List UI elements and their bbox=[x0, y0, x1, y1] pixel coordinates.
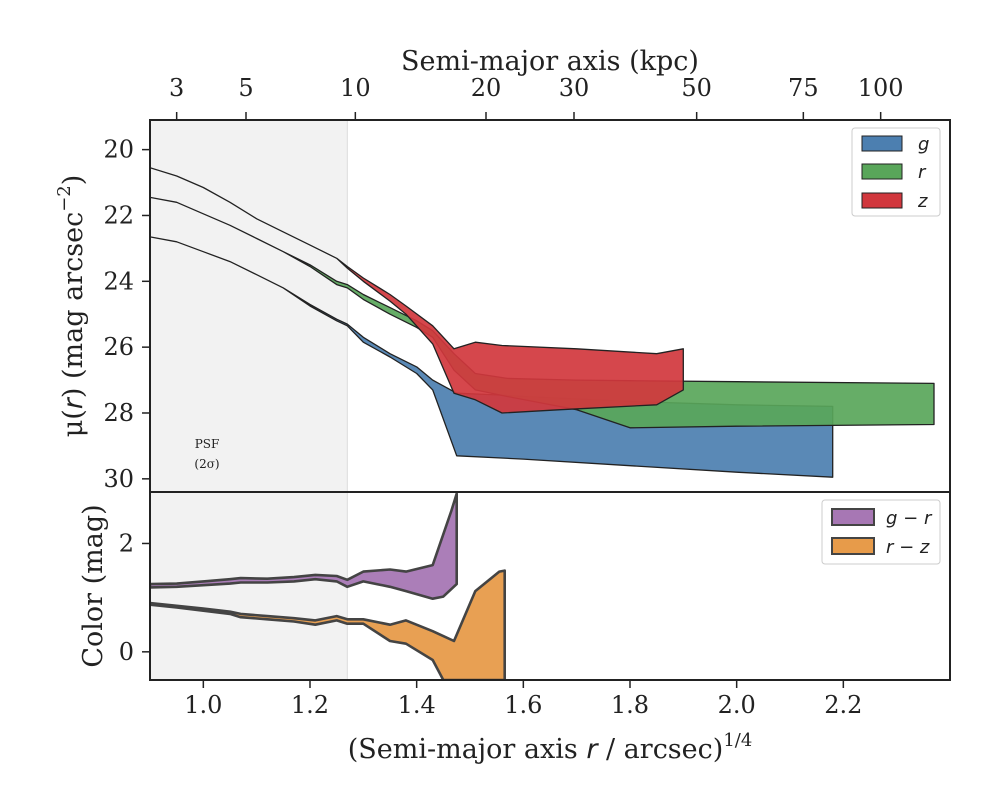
top-tick-label: 100 bbox=[858, 74, 904, 102]
legend-label-g: g bbox=[918, 134, 929, 155]
color-panel-frame bbox=[149, 491, 951, 681]
top-tick-label: 75 bbox=[788, 74, 819, 102]
top-tick-label: 10 bbox=[340, 74, 371, 102]
color-band-g-minus-r bbox=[150, 492, 458, 600]
top-tick-label: 20 bbox=[471, 74, 502, 102]
psf-sigma-label: (2σ) bbox=[194, 457, 219, 471]
profile-y-tick-label: 20 bbox=[103, 136, 134, 164]
profile-legend: g r z bbox=[851, 127, 941, 217]
profile-y-tick-label: 26 bbox=[103, 333, 134, 361]
color-y-tick-label: 2 bbox=[119, 529, 134, 557]
legend-swatch-g-minus-r bbox=[831, 508, 875, 526]
legend-swatch-r bbox=[861, 163, 903, 180]
legend-label-r-minus-z: r − z bbox=[886, 537, 930, 558]
x-tick-label: 1.8 bbox=[611, 691, 649, 719]
x-tick-label: 1.0 bbox=[184, 691, 222, 719]
color-y-tick-label: 0 bbox=[119, 638, 134, 666]
legend-swatch-g bbox=[861, 135, 903, 152]
psf-label: PSF bbox=[195, 437, 220, 451]
color-legend: g − r r − z bbox=[821, 499, 941, 565]
profile-y-tick-label: 28 bbox=[103, 399, 134, 427]
color-series-group bbox=[150, 492, 506, 680]
axis-ticks: 1.0 1.2 1.4 1.6 1.8 2.0 2.23 5 10 20 30 50 75 1002022… bbox=[103, 74, 903, 719]
x-tick-label: 1.4 bbox=[398, 691, 436, 719]
top-tick-label: 50 bbox=[681, 74, 712, 102]
legend-swatch-r-minus-z bbox=[831, 537, 875, 555]
profile-series-group bbox=[150, 167, 935, 478]
x-tick-label: 2.0 bbox=[718, 691, 756, 719]
legend-label-r: r bbox=[918, 162, 927, 183]
legend-label-g-minus-r: g − r bbox=[886, 508, 933, 529]
profile-y-tick-label: 24 bbox=[103, 267, 134, 295]
color-y-axis-title: Color (mag) bbox=[78, 504, 109, 667]
profile-y-axis-title: μ(r) (mag arcsec−2) bbox=[54, 175, 89, 438]
legend-swatch-z bbox=[861, 192, 903, 209]
legend-label-z: z bbox=[917, 191, 928, 212]
top-tick-label: 3 bbox=[169, 74, 184, 102]
x-tick-label: 1.2 bbox=[291, 691, 329, 719]
top-axis-title: Semi-major axis (kpc) bbox=[401, 46, 699, 77]
profile-y-tick-label: 30 bbox=[103, 465, 134, 493]
profile-band-z bbox=[150, 167, 684, 414]
x-tick-label: 2.2 bbox=[824, 691, 862, 719]
x-tick-label: 1.6 bbox=[504, 691, 542, 719]
psf-region-top bbox=[150, 120, 348, 492]
top-tick-label: 30 bbox=[559, 74, 590, 102]
profile-y-tick-label: 22 bbox=[103, 201, 134, 229]
x-axis-title: (Semi-major axis r / arcsec)1/4 bbox=[348, 730, 753, 765]
top-tick-label: 5 bbox=[238, 74, 253, 102]
color-band-r-minus-z bbox=[150, 569, 506, 680]
